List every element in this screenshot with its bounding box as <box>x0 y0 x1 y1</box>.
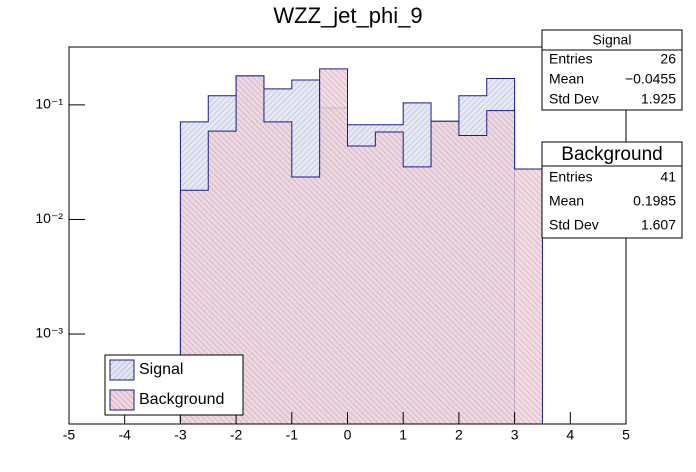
chart-title: WZZ_jet_phi_9 <box>273 3 422 28</box>
x-tick-label: -4 <box>118 427 131 443</box>
stats-key: Entries <box>549 51 593 67</box>
stats-key: Std Dev <box>549 217 599 233</box>
y-tick-label: 10⁻³ <box>35 325 63 341</box>
stats-value: −0.0455 <box>625 71 676 87</box>
x-tick-label: 5 <box>622 427 630 443</box>
x-tick-label: -5 <box>63 427 76 443</box>
bar <box>431 121 459 424</box>
bar <box>347 145 376 425</box>
x-tick-label: -1 <box>286 427 299 443</box>
y-tick-label: 10⁻² <box>35 210 63 226</box>
stats-title: Signal <box>593 32 632 48</box>
x-tick-label: 0 <box>344 427 352 443</box>
x-tick-label: -3 <box>174 427 187 443</box>
stats-value: 1.925 <box>641 91 676 107</box>
x-tick-label: 1 <box>399 427 407 443</box>
stats-box <box>541 141 683 239</box>
stats-key: Std Dev <box>549 91 599 107</box>
y-tick-label: 10⁻¹ <box>35 96 63 112</box>
bar <box>263 121 292 425</box>
stats-key: Entries <box>549 169 593 185</box>
bar <box>291 176 320 424</box>
x-tick-label: -2 <box>230 427 243 443</box>
legend-swatch <box>109 389 135 411</box>
histogram-outline <box>179 68 543 424</box>
stats-value: 1.607 <box>641 217 676 233</box>
stats-value: 41 <box>660 169 676 185</box>
legend-label: Background <box>139 391 224 408</box>
stats-key: Mean <box>549 71 584 87</box>
bar <box>486 110 515 425</box>
x-tick-label: 4 <box>566 427 574 443</box>
bar <box>319 68 348 424</box>
stats-key: Mean <box>549 193 584 209</box>
bar <box>403 166 432 425</box>
x-tick-label: 2 <box>455 427 463 443</box>
legend-swatch <box>109 359 135 381</box>
legend-label: Signal <box>139 361 183 378</box>
stats-title: Background <box>561 144 662 165</box>
stats-value: 0.1985 <box>633 193 676 209</box>
stats-value: 26 <box>660 51 676 67</box>
bar <box>514 168 543 424</box>
bar <box>375 131 404 424</box>
bar <box>458 135 487 425</box>
stats-box <box>541 29 683 111</box>
x-tick-label: 3 <box>511 427 519 443</box>
